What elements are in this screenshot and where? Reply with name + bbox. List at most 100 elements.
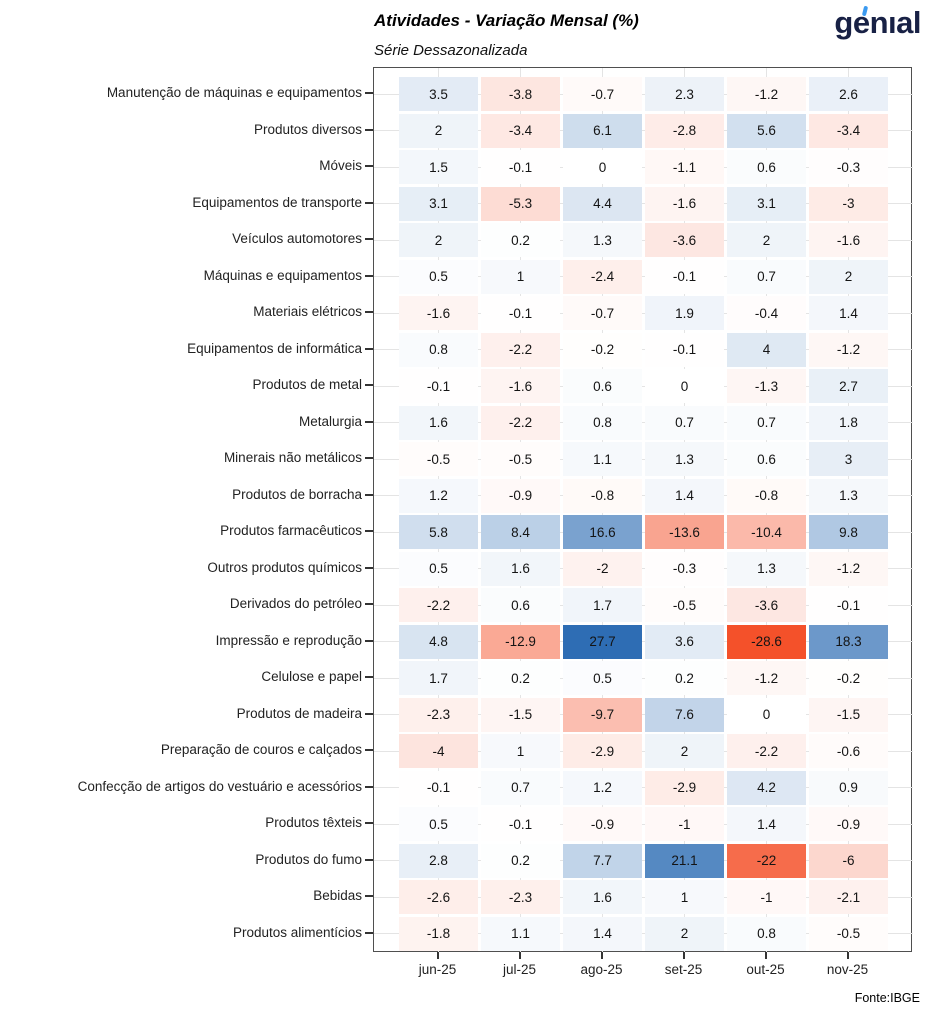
heatmap-cell: 0.6 <box>563 369 642 404</box>
heatmap-cell: -1.1 <box>645 150 724 185</box>
axis-tick <box>365 749 373 752</box>
row-label: Preparação de couros e calçados <box>160 742 362 758</box>
heatmap-cell: 1.4 <box>563 916 642 951</box>
axis-tick <box>365 384 373 387</box>
heatmap-cell: 4.2 <box>727 770 806 805</box>
heatmap-cell: 1.3 <box>645 442 724 477</box>
axis-tick <box>365 712 373 715</box>
heatmap-cell: 0.7 <box>645 405 724 440</box>
heatmap-cell: -3.4 <box>809 113 888 148</box>
gridline <box>374 568 913 570</box>
heatmap-cell: 9.8 <box>809 515 888 550</box>
column-label: out-25 <box>746 962 785 977</box>
heatmap-cell: 1 <box>645 880 724 915</box>
gridline <box>374 823 913 825</box>
gridline <box>374 312 913 314</box>
heatmap-cell: -1.6 <box>399 296 478 331</box>
heatmap-cell: 0.9 <box>809 770 888 805</box>
heatmap-cell: -0.1 <box>809 588 888 623</box>
heatmap-cell: 2 <box>399 113 478 148</box>
axis-tick <box>365 785 373 788</box>
heatmap-cell: -0.1 <box>645 332 724 367</box>
gridline <box>374 385 913 387</box>
heatmap-cell: -0.2 <box>563 332 642 367</box>
heatmap-cell: 1.2 <box>563 770 642 805</box>
heatmap-cell: 1.2 <box>399 478 478 513</box>
heatmap-cell: 1.3 <box>563 223 642 258</box>
column-label: jun-25 <box>418 962 457 977</box>
axis-tick <box>365 457 373 460</box>
gridline <box>374 641 913 643</box>
heatmap-cell: 7.7 <box>563 843 642 878</box>
heatmap-cell: -0.5 <box>481 442 560 477</box>
heatmap-cell: 18.3 <box>809 624 888 659</box>
row-label: Confecção de artigos do vestuário e aces… <box>77 778 362 794</box>
axis-tick <box>365 347 373 350</box>
heatmap-cell: 16.6 <box>563 515 642 550</box>
row-label: Metalurgia <box>298 413 362 429</box>
heatmap-cell: -2.2 <box>727 734 806 769</box>
heatmap-cell: -2.3 <box>399 697 478 732</box>
axis-tick <box>518 952 521 959</box>
gridline <box>374 349 913 351</box>
heatmap-cell: 27.7 <box>563 624 642 659</box>
heatmap-cell: 3 <box>809 442 888 477</box>
gridline <box>374 166 913 168</box>
heatmap-cell: 2 <box>645 734 724 769</box>
heatmap-cell: -2.2 <box>399 588 478 623</box>
heatmap-cell: 0.5 <box>399 807 478 842</box>
heatmap-cell: -2.6 <box>399 880 478 915</box>
gridline <box>374 860 913 862</box>
heatmap-cell: 1.3 <box>727 551 806 586</box>
heatmap-cell: 0.7 <box>481 770 560 805</box>
heatmap-cell: 8.4 <box>481 515 560 550</box>
heatmap-cell: -3 <box>809 186 888 221</box>
gridline <box>374 458 913 460</box>
heatmap-cell: -0.1 <box>645 259 724 294</box>
heatmap-cell: -2.1 <box>809 880 888 915</box>
heatmap-cell: -13.6 <box>645 515 724 550</box>
heatmap-cell: -1.2 <box>727 77 806 111</box>
row-label: Móveis <box>319 158 362 174</box>
heatmap-cell: -1.6 <box>645 186 724 221</box>
axis-tick <box>365 895 373 898</box>
axis-tick <box>365 92 373 94</box>
heatmap-cell: 2 <box>727 223 806 258</box>
gridline <box>374 750 913 752</box>
heatmap-cell: -1.5 <box>809 697 888 732</box>
heatmap-cell: 0.8 <box>727 916 806 951</box>
heatmap-cell: 0 <box>563 150 642 185</box>
heatmap-cell: -3.6 <box>727 588 806 623</box>
heatmap-cell: 1 <box>481 259 560 294</box>
heatmap-cell: -0.3 <box>809 150 888 185</box>
gridline <box>374 93 913 95</box>
heatmap-cell: 4.8 <box>399 624 478 659</box>
row-label: Produtos de borracha <box>232 486 362 502</box>
heatmap-cell: 6.1 <box>563 113 642 148</box>
row-label: Impressão e reprodução <box>215 632 362 648</box>
axis-tick <box>365 566 373 569</box>
heatmap-cell: -0.5 <box>809 916 888 951</box>
heatmap-cell: -1.2 <box>809 551 888 586</box>
heatmap-cell: -1.8 <box>399 916 478 951</box>
axis-tick <box>365 311 373 314</box>
heatmap-cell: -0.7 <box>563 296 642 331</box>
heatmap-cell: -0.5 <box>645 588 724 623</box>
heatmap-cell: 0.8 <box>399 332 478 367</box>
heatmap-cell: 0.2 <box>481 223 560 258</box>
heatmap-cell: -28.6 <box>727 624 806 659</box>
axis-tick <box>365 676 373 679</box>
heatmap-cell: 0.5 <box>399 259 478 294</box>
gridline <box>374 604 913 606</box>
row-label: Produtos de metal <box>252 377 362 393</box>
column-label: set-25 <box>664 962 703 977</box>
heatmap-cell: -2.9 <box>645 770 724 805</box>
row-label: Produtos alimentícios <box>232 924 362 940</box>
heatmap-cell: -0.8 <box>563 478 642 513</box>
heatmap-cell: 2 <box>809 259 888 294</box>
heatmap-cell: -4 <box>399 734 478 769</box>
heatmap-cell: 1.3 <box>809 478 888 513</box>
axis-tick <box>682 952 685 959</box>
row-label: Máquinas e equipamentos <box>203 267 362 283</box>
axis-tick <box>365 493 373 496</box>
